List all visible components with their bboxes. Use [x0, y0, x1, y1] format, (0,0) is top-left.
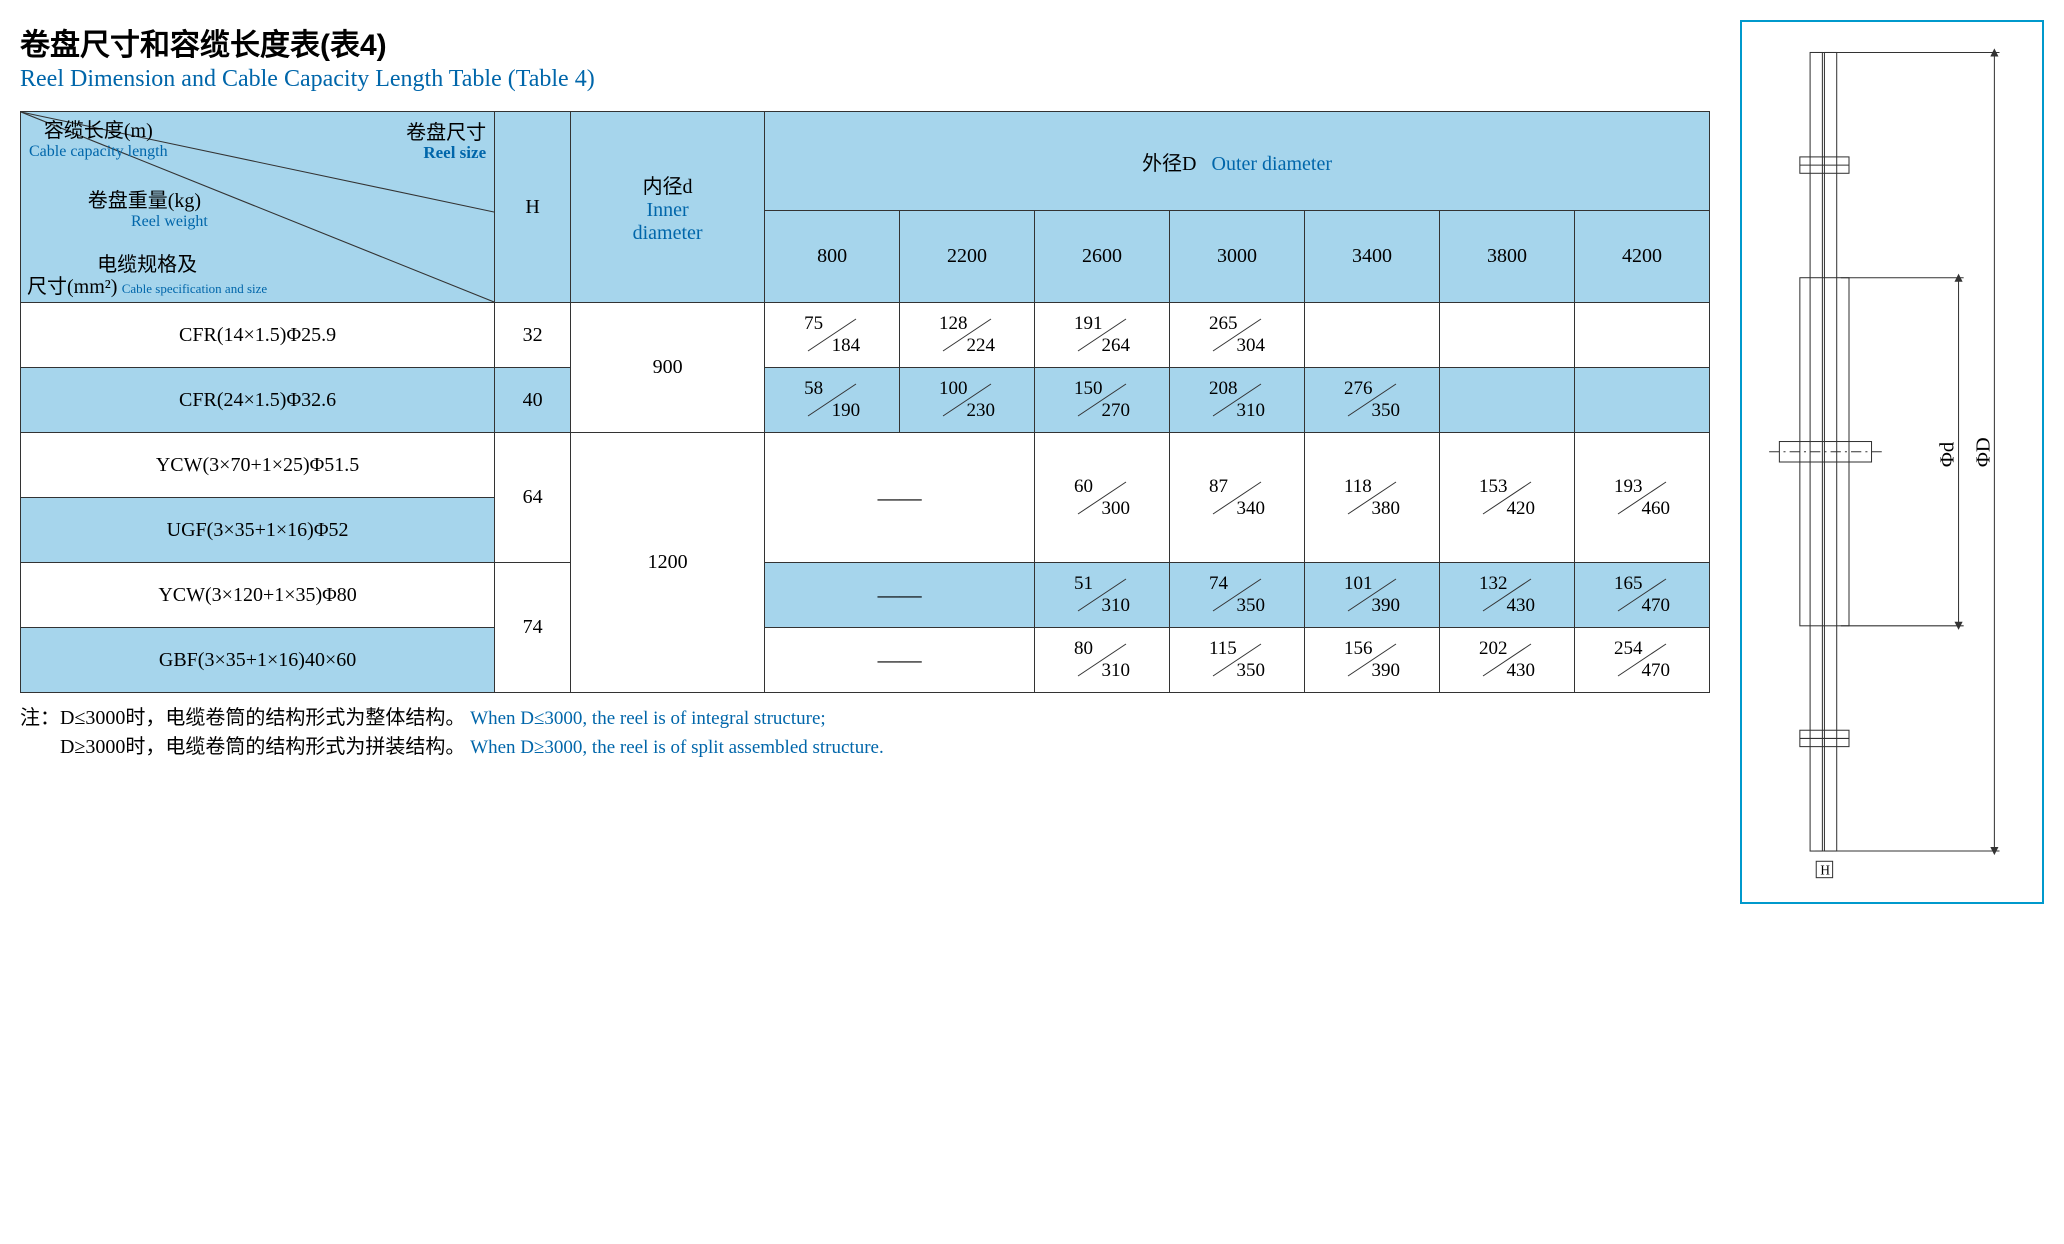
diagonal-header-cell: 容缆长度(m) Cable capacity length 卷盘尺寸 Reel …: [21, 112, 495, 303]
data-cell: [1440, 368, 1575, 433]
hdr-cable-len-en: Cable capacity length: [29, 143, 168, 160]
title-cn: 卷盘尺寸和容缆长度表(表4): [20, 20, 1710, 64]
note-l1-cn: 注：D≤3000时，电缆卷筒的结构形式为整体结构。: [20, 707, 465, 729]
data-table: 容缆长度(m) Cable capacity length 卷盘尺寸 Reel …: [20, 111, 1710, 693]
col-2600: 2600: [1035, 211, 1170, 303]
hdr-outer-cn: 外径D: [1142, 153, 1196, 175]
data-cell: 202430: [1440, 628, 1575, 693]
col-3400: 3400: [1305, 211, 1440, 303]
data-cell: 80310: [1035, 628, 1170, 693]
inner-cell: 1200: [571, 433, 765, 693]
hdr-reel-size-cn: 卷盘尺寸: [406, 122, 486, 144]
data-cell: 150270: [1035, 368, 1170, 433]
data-cell: 74350: [1170, 563, 1305, 628]
hdr-inner: 内径d Inner diameter: [571, 112, 765, 303]
data-cell: 58190: [765, 368, 900, 433]
data-cell: 276350: [1305, 368, 1440, 433]
H-cell: 64: [495, 433, 571, 563]
note-l2-en: When D≥3000, the reel is of split assemb…: [470, 737, 884, 758]
hdr-cable-len-cn: 容缆长度(m): [44, 120, 153, 142]
data-cell: 165470: [1574, 563, 1709, 628]
hdr-outer-en: Outer diameter: [1212, 153, 1333, 175]
hdr-H: H: [495, 112, 571, 303]
table-row: YCW(3×120+1×35)Φ80 74 —— 51310 74350 101…: [21, 563, 1710, 628]
data-cell: 156390: [1305, 628, 1440, 693]
inner-cell: 900: [571, 303, 765, 433]
col-800: 800: [765, 211, 900, 303]
data-cell: 265304: [1170, 303, 1305, 368]
hdr-reel-size-en: Reel size: [423, 143, 486, 162]
diagram-phi-D: ΦD: [1972, 437, 1994, 467]
spec-cell: GBF(3×35+1×16)40×60: [21, 628, 495, 693]
spec-cell: UGF(3×35+1×16)Φ52: [21, 498, 495, 563]
data-cell: 118380: [1305, 433, 1440, 563]
data-cell: 87340: [1170, 433, 1305, 563]
table-row: GBF(3×35+1×16)40×60 —— 80310 115350 1563…: [21, 628, 1710, 693]
table-row: YCW(3×70+1×25)Φ51.5 64 1200 —— 60300 873…: [21, 433, 1710, 498]
engineering-drawing: H Φd ΦD: [1740, 20, 2044, 904]
data-cell: ——: [765, 563, 1035, 628]
data-cell: 132430: [1440, 563, 1575, 628]
spec-cell: CFR(24×1.5)Φ32.6: [21, 368, 495, 433]
hdr-inner-en2: diameter: [633, 222, 703, 244]
H-cell: 74: [495, 563, 571, 693]
col-2200: 2200: [900, 211, 1035, 303]
H-cell: 40: [495, 368, 571, 433]
spec-cell: YCW(3×120+1×35)Φ80: [21, 563, 495, 628]
hdr-spec-cn2: 尺寸(mm²): [27, 276, 117, 298]
data-cell: 193460: [1574, 433, 1709, 563]
hdr-spec-cn1: 电缆规格及: [97, 254, 197, 276]
data-cell: 208310: [1170, 368, 1305, 433]
table-row: CFR(14×1.5)Φ25.9 32 900 75184 128224 191…: [21, 303, 1710, 368]
data-cell: 115350: [1170, 628, 1305, 693]
hdr-reel-weight-cn: 卷盘重量(kg): [88, 190, 201, 212]
diagram-phi-d: Φd: [1936, 442, 1958, 467]
note-l1-en: When D≤3000, the reel is of integral str…: [470, 708, 825, 729]
data-cell: 101390: [1305, 563, 1440, 628]
table-row: CFR(24×1.5)Φ32.6 40 58190 100230 150270 …: [21, 368, 1710, 433]
col-3800: 3800: [1440, 211, 1575, 303]
spec-cell: YCW(3×70+1×25)Φ51.5: [21, 433, 495, 498]
footnote: 注：D≤3000时，电缆卷筒的结构形式为整体结构。 When D≤3000, t…: [20, 701, 1710, 759]
data-cell: [1574, 303, 1709, 368]
data-cell: [1574, 368, 1709, 433]
col-3000: 3000: [1170, 211, 1305, 303]
data-cell: 60300: [1035, 433, 1170, 563]
hdr-inner-en1: Inner: [646, 199, 688, 221]
data-cell: 51310: [1035, 563, 1170, 628]
data-cell: ——: [765, 628, 1035, 693]
data-cell: 75184: [765, 303, 900, 368]
note-l2-cn: D≥3000时，电缆卷筒的结构形式为拼装结构。: [20, 736, 465, 758]
data-cell: 128224: [900, 303, 1035, 368]
data-cell: ——: [765, 433, 1035, 563]
data-cell: [1440, 303, 1575, 368]
hdr-reel-weight-en: Reel weight: [131, 213, 208, 230]
data-cell: 254470: [1574, 628, 1709, 693]
data-cell: 100230: [900, 368, 1035, 433]
diagram-H-label: H: [1820, 863, 1830, 878]
title-en: Reel Dimension and Cable Capacity Length…: [20, 66, 1710, 93]
spec-cell: CFR(14×1.5)Φ25.9: [21, 303, 495, 368]
hdr-spec-en: Cable specification and size: [122, 281, 267, 296]
col-4200: 4200: [1574, 211, 1709, 303]
data-cell: 191264: [1035, 303, 1170, 368]
data-cell: [1305, 303, 1440, 368]
data-cell: 153420: [1440, 433, 1575, 563]
hdr-inner-cn: 内径d: [643, 176, 693, 198]
H-cell: 32: [495, 303, 571, 368]
hdr-outer: 外径D Outer diameter: [765, 112, 1710, 211]
